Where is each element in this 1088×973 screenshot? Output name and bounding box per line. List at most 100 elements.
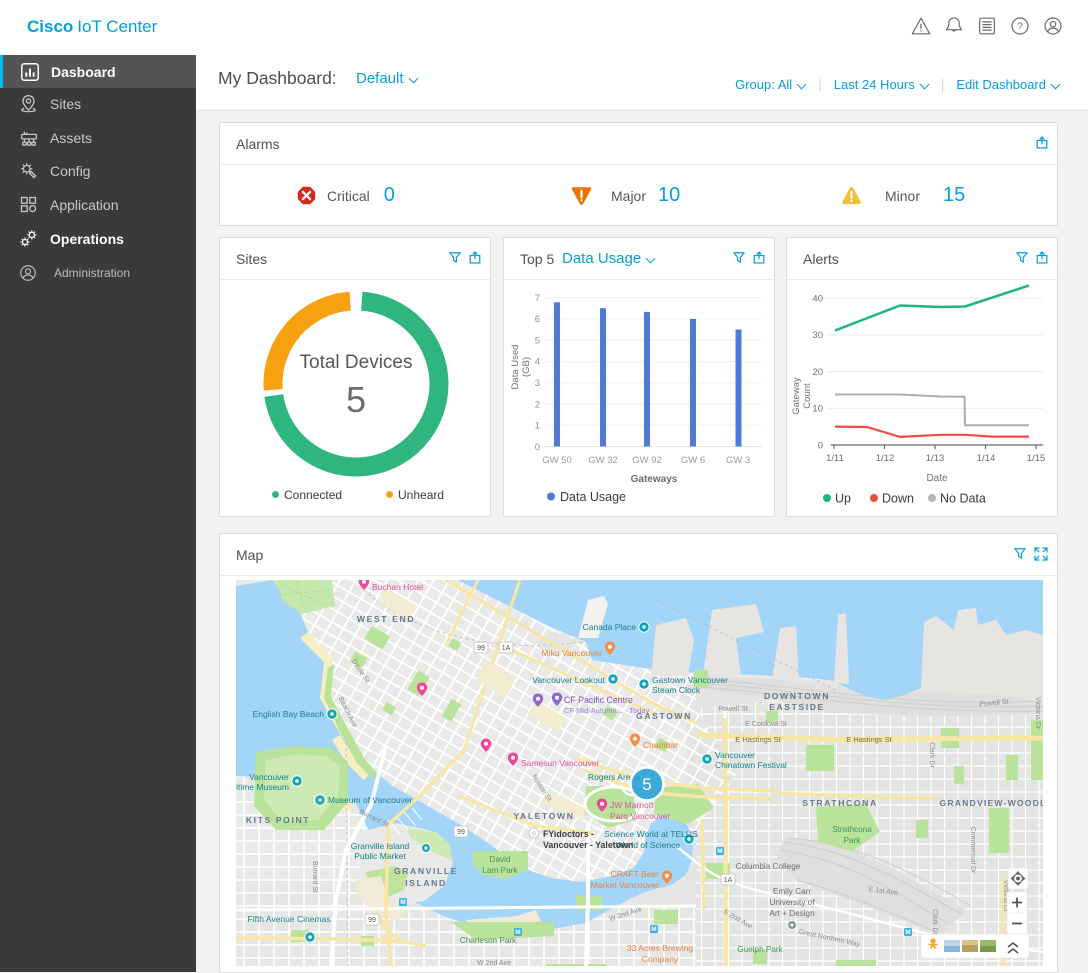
svg-text:Art + Design: Art + Design	[769, 909, 815, 918]
svg-text:Powell St: Powell St	[718, 706, 747, 713]
svg-text:Gateways: Gateways	[631, 474, 678, 485]
svg-text:30: 30	[812, 330, 823, 341]
svg-text:Total Devices: Total Devices	[300, 352, 413, 373]
svg-text:Emily Carr: Emily Carr	[773, 887, 811, 896]
svg-text:English Bay Beach: English Bay Beach	[253, 709, 325, 719]
svg-text:E Cordova St: E Cordova St	[745, 721, 787, 728]
svg-text:Chinatown Festival: Chinatown Festival	[715, 760, 787, 770]
svg-text:Gastown Vancouver: Gastown Vancouver	[652, 675, 728, 685]
svg-text:Up: Up	[835, 492, 851, 506]
svg-text:GRANDVIEW-WOODL: GRANDVIEW-WOODL	[939, 798, 1043, 808]
svg-text:No Data: No Data	[940, 492, 986, 506]
svg-text:0: 0	[535, 442, 540, 453]
svg-text:GW 92: GW 92	[632, 455, 662, 466]
svg-text:Count: Count	[802, 383, 813, 409]
svg-text:Victoria Dr: Victoria Dr	[1002, 880, 1009, 913]
svg-text:M: M	[717, 848, 722, 855]
svg-text:Vancouver Lookout: Vancouver Lookout	[532, 675, 605, 685]
svg-text:G: G	[532, 832, 536, 838]
svg-text:Park: Park	[844, 836, 862, 845]
svg-text:99: 99	[477, 645, 485, 652]
svg-text:4: 4	[535, 357, 540, 368]
svg-text:5: 5	[346, 379, 366, 420]
svg-text:Chambar: Chambar	[643, 740, 678, 750]
svg-text:5: 5	[535, 336, 540, 347]
svg-text:Science World at TELUS: Science World at TELUS	[604, 829, 698, 839]
svg-text:M: M	[651, 926, 656, 933]
svg-text:99: 99	[368, 917, 376, 924]
svg-text:Clark Dr: Clark Dr	[928, 742, 935, 768]
svg-text:E Hastings St: E Hastings St	[846, 735, 892, 744]
svg-text:GW 32: GW 32	[588, 455, 618, 466]
svg-text:CRAFT Beer: CRAFT Beer	[611, 869, 660, 879]
svg-text:M: M	[400, 899, 405, 906]
svg-text:M: M	[515, 929, 520, 936]
svg-text:Public Market: Public Market	[354, 851, 406, 861]
svg-text:FYidoctors -: FYidoctors -	[543, 829, 594, 839]
svg-text:Buchan Hotel: Buchan Hotel	[372, 582, 423, 592]
svg-text:Commercial Dr: Commercial Dr	[969, 827, 976, 874]
svg-text:Down: Down	[882, 492, 914, 506]
svg-text:Vancouver - Yaletown: Vancouver - Yaletown	[543, 840, 633, 850]
svg-text:1: 1	[535, 421, 540, 432]
svg-text:33 Acres Brewing: 33 Acres Brewing	[627, 943, 693, 953]
svg-text:Data Usage: Data Usage	[560, 490, 626, 504]
svg-text:7: 7	[535, 293, 540, 304]
svg-text:Vancouver: Vancouver	[249, 772, 289, 782]
svg-text:CF Pacific Centre: CF Pacific Centre	[564, 695, 633, 705]
svg-text:Clark Dr: Clark Dr	[931, 909, 938, 935]
svg-text:(GB): (GB)	[521, 357, 532, 377]
svg-text:University of: University of	[769, 898, 815, 907]
svg-text:Date: Date	[926, 473, 948, 484]
svg-text:M: M	[905, 929, 910, 936]
svg-text:DOWNTOWN: DOWNTOWN	[764, 691, 830, 701]
svg-text:GASTOWN: GASTOWN	[636, 711, 692, 721]
svg-text:World of Science: World of Science	[616, 840, 680, 850]
svg-text:Data Used: Data Used	[510, 345, 521, 390]
svg-text:Gateway: Gateway	[791, 377, 802, 415]
svg-text:0: 0	[818, 440, 823, 451]
svg-text:GW 3: GW 3	[726, 455, 750, 466]
svg-text:E Hastings St: E Hastings St	[735, 735, 781, 744]
svg-text:99: 99	[457, 829, 465, 836]
svg-text:Columbia College: Columbia College	[736, 862, 801, 871]
svg-text:GW 6: GW 6	[681, 455, 705, 466]
svg-text:Samesun Vancouver: Samesun Vancouver	[521, 758, 599, 768]
svg-text:1/15: 1/15	[1027, 453, 1046, 464]
svg-text:CF Mid-Autumn... · Today: CF Mid-Autumn... · Today	[564, 706, 650, 715]
svg-text:EASTSIDE: EASTSIDE	[769, 702, 825, 712]
svg-text:JW Marriott: JW Marriott	[610, 800, 654, 810]
svg-text:W 2nd Ave: W 2nd Ave	[477, 960, 511, 966]
svg-text:10: 10	[812, 404, 823, 415]
svg-text:1A: 1A	[502, 645, 511, 652]
svg-text:WEST END: WEST END	[357, 614, 415, 624]
svg-text:40: 40	[812, 294, 823, 305]
svg-text:1/14: 1/14	[977, 453, 996, 464]
svg-text:20: 20	[812, 367, 823, 378]
svg-text:GRANVILLE: GRANVILLE	[394, 866, 458, 876]
svg-text:Company: Company	[642, 954, 679, 964]
svg-text:KITS POINT: KITS POINT	[246, 815, 310, 825]
svg-text:Lam Park: Lam Park	[482, 866, 518, 875]
svg-text:1/13: 1/13	[926, 453, 945, 464]
svg-text:2: 2	[535, 399, 540, 410]
svg-text:GW 50: GW 50	[542, 455, 572, 466]
svg-text:Museum of Vancouver: Museum of Vancouver	[328, 795, 413, 805]
svg-text:Steam Clock: Steam Clock	[652, 685, 701, 695]
svg-text:1/11: 1/11	[826, 453, 844, 464]
svg-text:David: David	[490, 855, 511, 864]
svg-text:Victoria Dr: Victoria Dr	[1034, 697, 1041, 730]
svg-text:6: 6	[535, 314, 540, 325]
svg-text:Vancouver: Vancouver	[715, 750, 755, 760]
svg-text:5: 5	[642, 775, 651, 794]
svg-text:?: ?	[1017, 22, 1023, 33]
svg-text:Rogers Arena: Rogers Arena	[588, 772, 640, 782]
svg-text:Charleson Park: Charleson Park	[460, 936, 517, 945]
svg-text:E 1st Ave: E 1st Ave	[868, 886, 898, 897]
svg-text:Parq Vancouver: Parq Vancouver	[610, 811, 670, 821]
svg-text:aritime Museum: aritime Museum	[236, 782, 289, 792]
svg-text:Guelph Park: Guelph Park	[737, 945, 783, 954]
svg-text:YALETOWN: YALETOWN	[513, 811, 574, 821]
svg-text:1A: 1A	[724, 877, 733, 884]
svg-text:Market Vancouver: Market Vancouver	[591, 880, 660, 890]
